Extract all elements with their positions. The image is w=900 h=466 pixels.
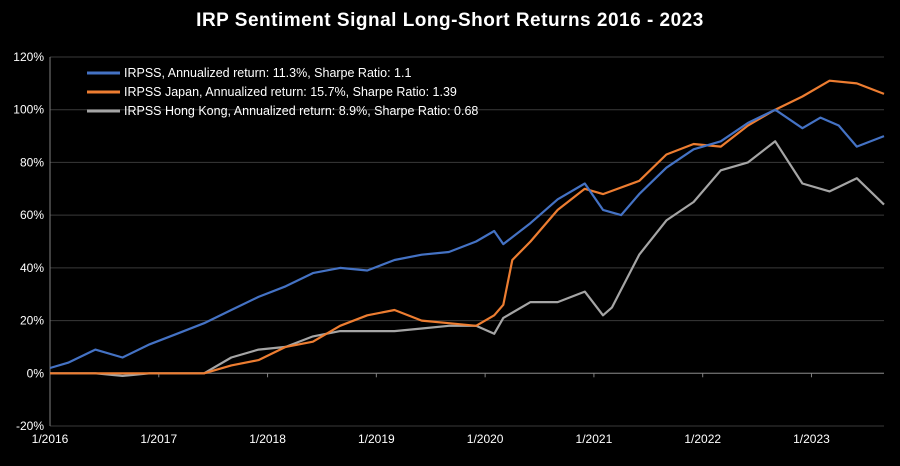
chart-title: IRP Sentiment Signal Long-Short Returns … bbox=[196, 10, 704, 31]
series-layer bbox=[49, 79, 885, 377]
y-tick-label: 80% bbox=[20, 155, 44, 169]
series-line-1 bbox=[49, 108, 885, 370]
x-tick-label: 1/2020 bbox=[467, 432, 504, 446]
y-tick-label: 0% bbox=[27, 366, 45, 380]
legend-label: IRPSS Japan, Annualized return: 15.7%, S… bbox=[124, 85, 457, 99]
x-tick-label: 1/2022 bbox=[684, 432, 721, 446]
y-axis-ticks: -20% 0% 20% 40% 60% 80% 100% 120% bbox=[13, 50, 44, 433]
x-axis-ticks: 1/2016 1/2017 1/2018 1/2019 1/2020 1/2021 1/20… bbox=[32, 373, 830, 446]
y-tick-label: 60% bbox=[20, 208, 44, 222]
y-tick-label: 40% bbox=[20, 261, 44, 275]
series-line-3 bbox=[50, 140, 885, 377]
y-tick-label: 120% bbox=[13, 50, 44, 64]
y-tick-label: 100% bbox=[13, 103, 44, 117]
series-line-2 bbox=[50, 79, 885, 375]
legend-label: IRPSS, Annualized return: 11.3%, Sharpe … bbox=[124, 66, 411, 80]
legend: IRPSS, Annualized return: 11.3%, Sharpe … bbox=[87, 66, 478, 118]
y-tick-label: -20% bbox=[16, 419, 44, 433]
x-tick-label: 1/2023 bbox=[793, 432, 830, 446]
x-tick-label: 1/2021 bbox=[576, 432, 613, 446]
x-tick-label: 1/2019 bbox=[358, 432, 395, 446]
x-tick-label: 1/2016 bbox=[32, 432, 69, 446]
y-tick-label: 20% bbox=[20, 314, 44, 328]
x-tick-label: 1/2017 bbox=[140, 432, 177, 446]
legend-label: IRPSS Hong Kong, Annualized return: 8.9%… bbox=[124, 104, 478, 118]
x-tick-label: 1/2018 bbox=[249, 432, 286, 446]
